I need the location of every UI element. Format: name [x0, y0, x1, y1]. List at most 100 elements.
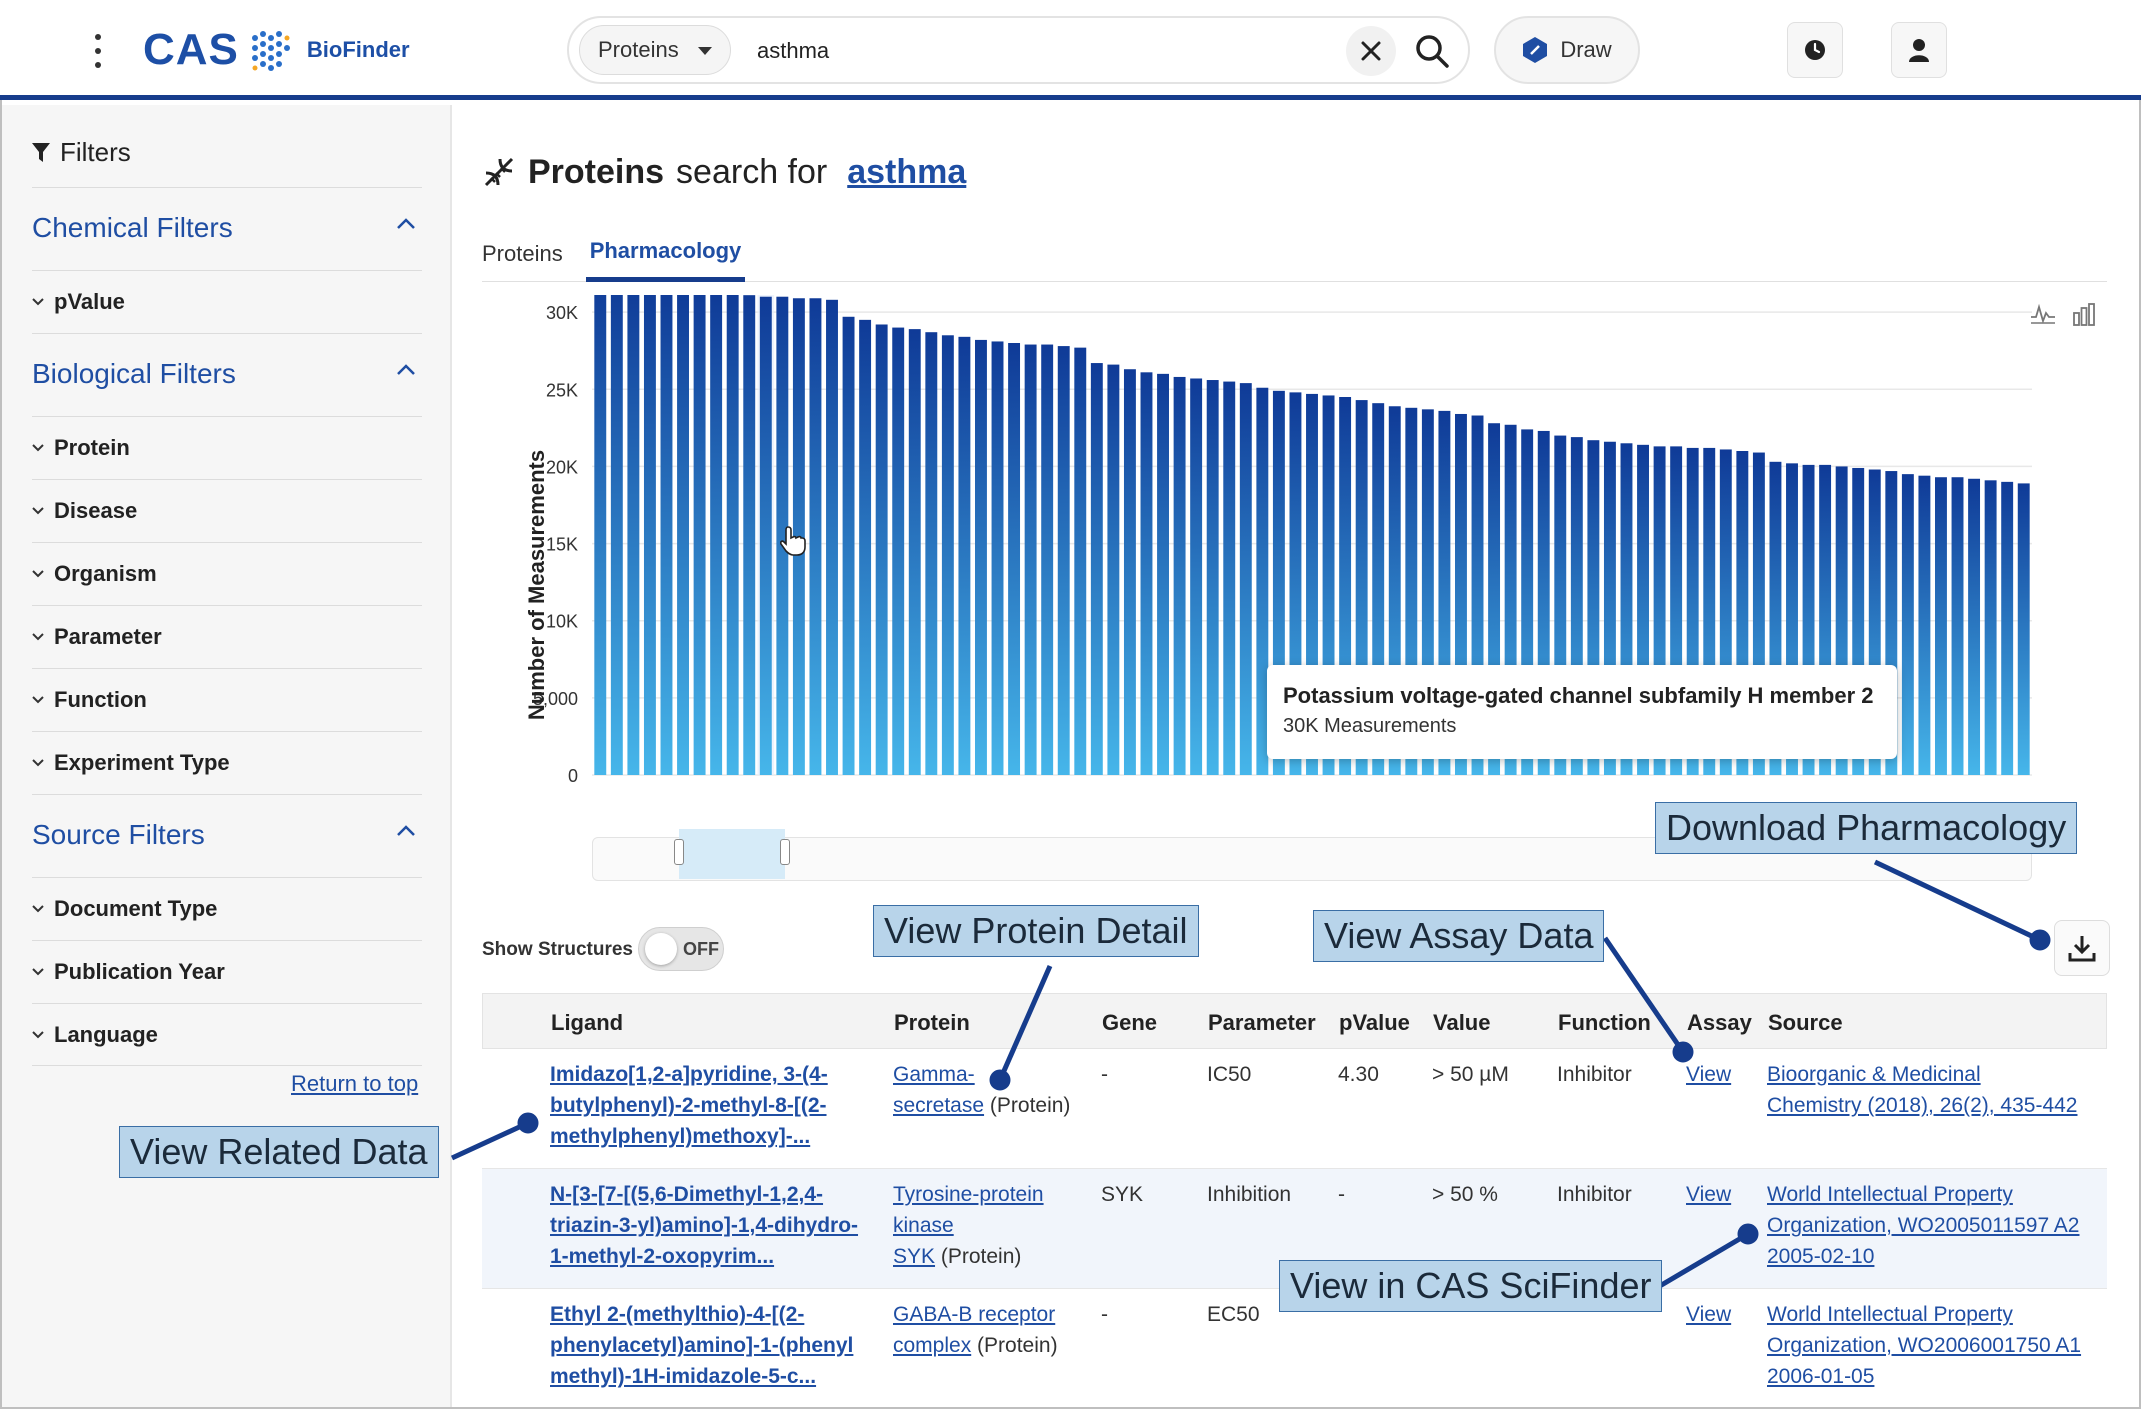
chart-bar[interactable]	[1670, 446, 1683, 775]
ligand-link[interactable]: Ethyl 2-(methylthio)-4-[(2- phenylacetyl…	[550, 1299, 880, 1392]
protein-link[interactable]: SYK	[893, 1245, 936, 1268]
chart-bar[interactable]	[1968, 478, 1981, 775]
chart-bar[interactable]	[1438, 410, 1451, 775]
protein-link[interactable]: secretase	[893, 1094, 985, 1117]
tab-pharmacology[interactable]: Pharmacology	[586, 225, 745, 282]
filter-item-publication-year[interactable]: Publication Year	[32, 940, 422, 1003]
chart-bar[interactable]	[594, 295, 607, 775]
more-menu-icon[interactable]	[86, 34, 110, 68]
chart-bar[interactable]	[1537, 430, 1550, 775]
return-to-top-link[interactable]: Return to top	[291, 1071, 419, 1096]
history-button[interactable]	[1787, 22, 1843, 78]
protein-link[interactable]: Gamma-	[893, 1063, 975, 1086]
chart-bar[interactable]	[1471, 415, 1484, 775]
chart-bar[interactable]	[1918, 475, 1931, 775]
chart-bar[interactable]	[1620, 443, 1633, 775]
chart-bar[interactable]	[958, 336, 971, 775]
filter-item-parameter[interactable]: Parameter	[32, 605, 422, 668]
chart-bar[interactable]	[1107, 364, 1120, 775]
scrubber-handle-left[interactable]	[674, 839, 684, 865]
filter-item-organism[interactable]: Organism	[32, 542, 422, 605]
ligand-link[interactable]: N-[3-[7-[(5,6-Dimethyl-1,2,4- triazin-3-…	[550, 1179, 880, 1272]
chart-bar[interactable]	[1008, 343, 1021, 775]
user-account-button[interactable]	[1891, 22, 1947, 78]
ligand-link[interactable]: Imidazo[1,2-a]pyridine, 3-(4- butylpheny…	[550, 1059, 880, 1152]
chart-bar[interactable]	[1306, 393, 1318, 775]
chart-bar[interactable]	[1090, 363, 1103, 775]
chart-bar[interactable]	[1736, 451, 1749, 775]
chart-bar[interactable]	[1935, 477, 1947, 775]
chart-bar[interactable]	[842, 316, 855, 775]
chart-bar[interactable]	[1289, 392, 1302, 775]
col-function[interactable]: Function	[1558, 1010, 1651, 1035]
chart-bar[interactable]	[1157, 373, 1169, 775]
chart-bar[interactable]	[1372, 403, 1385, 775]
chart-bar[interactable]	[1455, 413, 1467, 775]
chart-bar[interactable]	[1388, 406, 1401, 775]
chart-bar[interactable]	[1984, 480, 1997, 775]
chart-bar[interactable]	[776, 296, 789, 775]
chart-bar[interactable]	[908, 329, 921, 775]
chart-bar[interactable]	[1951, 477, 1964, 775]
assay-view-link[interactable]: View	[1686, 1183, 1732, 1206]
chart-bar[interactable]	[1272, 390, 1285, 775]
filter-item-disease[interactable]: Disease	[32, 479, 422, 542]
chart-bar[interactable]	[759, 296, 772, 775]
chart-bar[interactable]	[1223, 381, 1236, 775]
col-gene[interactable]: Gene	[1102, 1010, 1158, 1035]
protein-link[interactable]: complex	[893, 1334, 972, 1357]
col-source[interactable]: Source	[1768, 1010, 1843, 1035]
protein-link[interactable]: kinase	[893, 1214, 954, 1237]
chart-bar[interactable]	[1885, 471, 1898, 775]
chart-bar[interactable]	[1570, 437, 1583, 775]
chart-bar[interactable]	[1637, 444, 1649, 775]
chart-bar[interactable]	[1802, 464, 1815, 775]
source-link[interactable]: World Intellectual Property Organization…	[1767, 1299, 2081, 1392]
chart-bar[interactable]	[1521, 429, 1534, 775]
line-chart-icon[interactable]	[2030, 303, 2056, 325]
chart-bar[interactable]	[1769, 461, 1782, 775]
chart-bar[interactable]	[1041, 344, 1054, 775]
chart-bar[interactable]	[991, 341, 1004, 775]
chart-bar[interactable]	[1206, 380, 1219, 775]
chart-bar[interactable]	[627, 295, 640, 775]
filter-group-chemical[interactable]: Chemical Filters	[32, 187, 422, 267]
title-query-link[interactable]: asthma	[847, 152, 967, 191]
chart-bar[interactable]	[1504, 424, 1517, 775]
chart-bar[interactable]	[1140, 372, 1153, 775]
chart-bar[interactable]	[809, 298, 822, 775]
chart-bar[interactable]	[1488, 423, 1501, 775]
col-value[interactable]: Value	[1433, 1010, 1491, 1035]
chart-bar[interactable]	[610, 295, 623, 775]
source-link[interactable]: Bioorganic & Medicinal Chemistry (2018),…	[1767, 1059, 2077, 1121]
filter-item-experiment-type[interactable]: Experiment Type	[32, 731, 422, 794]
chart-bar[interactable]	[925, 332, 938, 775]
chart-bar[interactable]	[693, 295, 706, 775]
chart-bar[interactable]	[1703, 447, 1716, 775]
scrubber-handle-right[interactable]	[780, 839, 790, 865]
tab-proteins[interactable]: Proteins	[482, 240, 563, 266]
chart-bar[interactable]	[2001, 481, 2014, 775]
chart-bar[interactable]	[1074, 347, 1087, 775]
chart-bar[interactable]	[1239, 383, 1252, 775]
chart-bar[interactable]	[941, 335, 954, 775]
filter-item-language[interactable]: Language	[32, 1003, 422, 1066]
col-protein[interactable]: Protein	[894, 1010, 970, 1035]
chart-bar[interactable]	[1190, 378, 1203, 775]
assay-view-link[interactable]: View	[1686, 1063, 1732, 1086]
download-pharmacology-button[interactable]	[2054, 920, 2110, 976]
chart-bar[interactable]	[1653, 446, 1666, 775]
chart-bar[interactable]	[826, 299, 838, 775]
chart-bar[interactable]	[975, 339, 987, 775]
chart-bar[interactable]	[726, 295, 739, 775]
search-type-dropdown[interactable]: Proteins	[579, 25, 731, 75]
chart-bar[interactable]	[1819, 464, 1832, 775]
chart-bar[interactable]	[743, 295, 756, 775]
chart-bar[interactable]	[1024, 344, 1037, 775]
assay-view-link[interactable]: View	[1686, 1303, 1732, 1326]
chart-bar[interactable]	[1868, 469, 1881, 775]
chart-bar[interactable]	[1554, 435, 1567, 775]
search-button[interactable]	[1407, 26, 1457, 76]
filter-item-protein[interactable]: Protein	[32, 416, 422, 479]
chart-bar[interactable]	[1901, 474, 1914, 775]
